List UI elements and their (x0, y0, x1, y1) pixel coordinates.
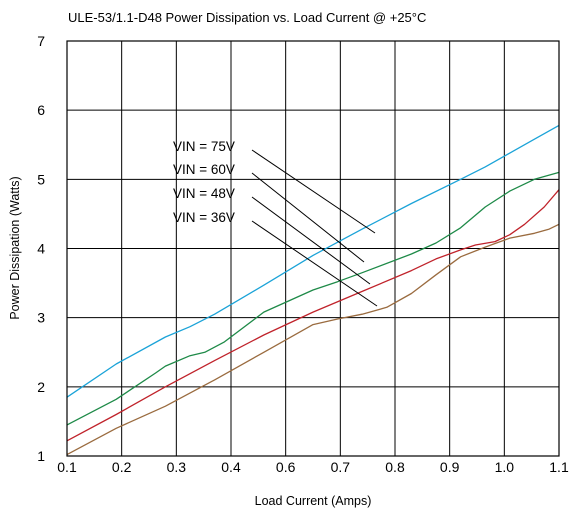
x-tick-label: 0.6 (276, 459, 296, 475)
chart-title: ULE-53/1.1-D48 Power Dissipation vs. Loa… (68, 10, 426, 25)
series-line-2 (66, 171, 560, 426)
grid (67, 41, 559, 456)
series-layer (66, 124, 560, 456)
x-tick-label: 0.8 (385, 459, 405, 475)
legend-label-3: VIN = 48V (173, 186, 235, 201)
series-line-1 (66, 124, 560, 398)
x-tick-label: 0.3 (167, 459, 187, 475)
x-tick-label: 0.7 (331, 459, 351, 475)
y-axis-label: Power Dissipation (Watts) (8, 176, 22, 319)
legend-label-1: VIN = 75V (173, 139, 235, 154)
legend-label-4: VIN = 36V (173, 210, 235, 225)
series-line-4 (66, 223, 560, 456)
y-tick-labels: 1 2 3 4 5 6 7 (37, 33, 45, 464)
legend-leader-3 (251, 196, 371, 285)
x-tick-label: 1.1 (549, 459, 569, 475)
legend: VIN = 75V VIN = 60V VIN = 48V VIN = 36V (173, 139, 378, 307)
y-tick-label: 5 (37, 171, 45, 187)
x-axis-label: Load Current (Amps) (255, 494, 372, 508)
x-tick-labels: 0.1 0.2 0.3 0.4 0.6 0.7 0.8 0.9 1.0 1.1 (57, 459, 569, 475)
legend-leader-1 (251, 149, 376, 234)
x-tick-label: 0.4 (221, 459, 241, 475)
y-tick-label: 3 (37, 310, 45, 326)
plot-frame (66, 40, 560, 457)
legend-leader-4 (251, 220, 378, 307)
x-tick-label: 1.0 (495, 459, 515, 475)
x-tick-label: 0.2 (112, 459, 132, 475)
x-tick-label: 0.9 (440, 459, 460, 475)
y-tick-label: 1 (37, 448, 45, 464)
x-tick-label: 0.1 (57, 459, 77, 475)
y-tick-label: 2 (37, 379, 45, 395)
legend-leader-2 (251, 172, 365, 263)
legend-label-2: VIN = 60V (173, 162, 235, 177)
y-tick-label: 6 (37, 102, 45, 118)
y-tick-label: 7 (37, 33, 45, 49)
series-line-3 (66, 189, 560, 442)
y-tick-label: 4 (37, 241, 45, 257)
